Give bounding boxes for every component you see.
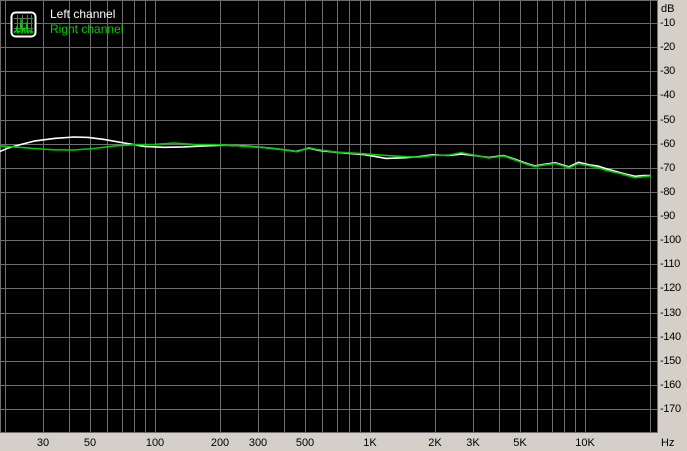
spectrum-icon <box>10 11 37 38</box>
x-tick-label: 1K <box>363 437 377 449</box>
x-tick-label: 5K <box>513 437 527 449</box>
y-tick-label: -70 <box>660 162 675 174</box>
legend-left-channel-label: Left channel <box>50 7 116 21</box>
y-tick-label: -160 <box>660 379 681 391</box>
x-tick-label: 200 <box>210 437 230 449</box>
plot-grid-and-traces <box>0 0 658 433</box>
y-tick-label: -150 <box>660 355 681 367</box>
y-tick-label: -110 <box>660 258 680 270</box>
x-tick-label: 50 <box>83 437 97 449</box>
y-tick-label: -10 <box>660 17 675 29</box>
y-tick-label: -50 <box>660 114 675 126</box>
y-tick-label: -40 <box>660 89 675 101</box>
y-tick-label: -100 <box>660 234 681 246</box>
y-tick-label: -140 <box>660 331 681 343</box>
y-tick-label: -80 <box>660 186 675 198</box>
x-tick-label: 300 <box>248 437 268 449</box>
x-tick-label: 2K <box>428 437 442 449</box>
x-tick-label: 3K <box>466 437 480 449</box>
x-tick-label: 100 <box>145 437 165 449</box>
y-tick-label: -20 <box>660 41 675 53</box>
y-tick-label: -120 <box>660 282 681 294</box>
y-tick-label: -30 <box>660 65 675 77</box>
x-tick-label: 500 <box>295 437 315 449</box>
legend-right-channel-label: Right channel <box>50 22 124 36</box>
x-axis-unit-label: Hz <box>661 437 675 449</box>
y-tick-label: -130 <box>660 307 681 319</box>
y-tick-label: -170 <box>660 403 681 415</box>
x-tick-label: 10K <box>575 437 595 449</box>
x-tick-label: 30 <box>36 437 50 449</box>
y-tick-label: -90 <box>660 210 675 222</box>
y-tick-label: -60 <box>660 138 675 150</box>
plot-area <box>0 0 658 433</box>
y-axis-unit-label: dB <box>661 3 675 15</box>
